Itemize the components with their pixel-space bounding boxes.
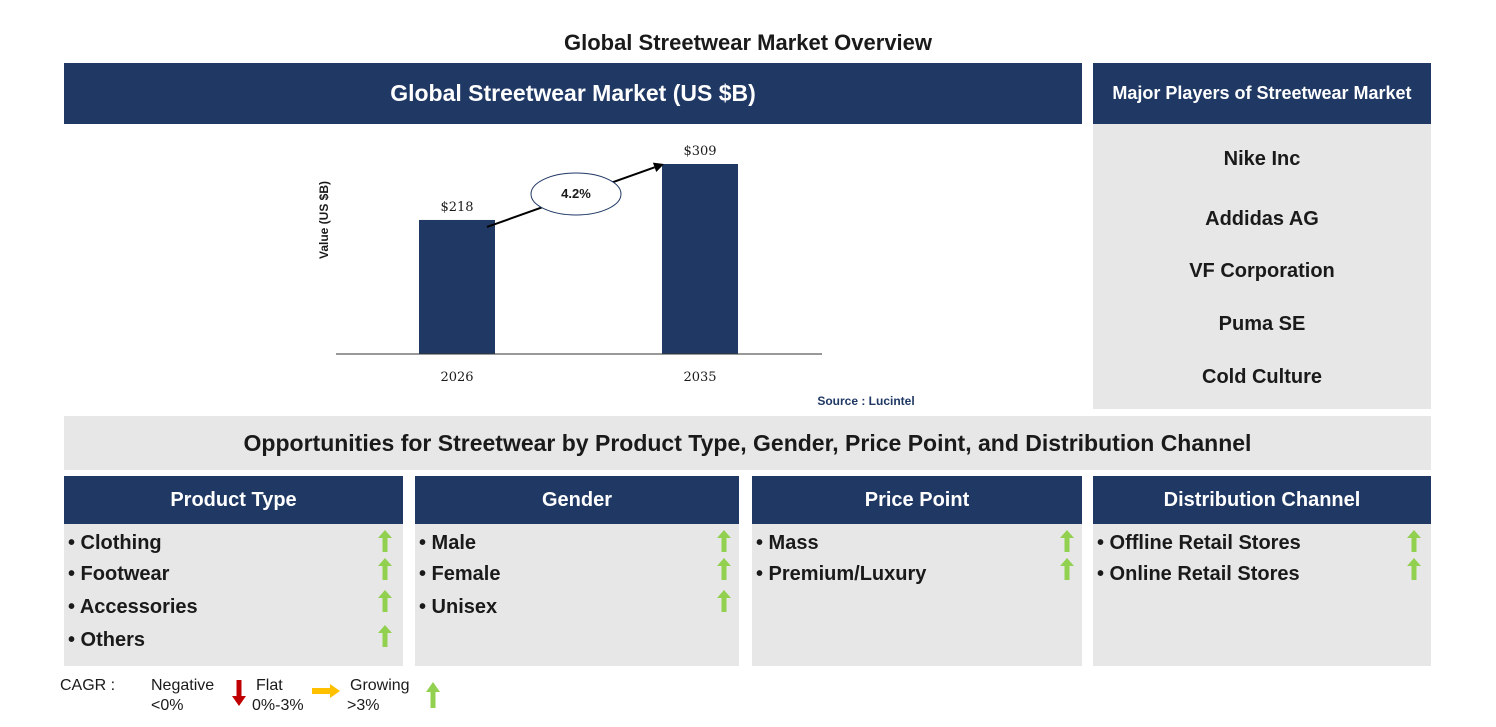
major-players-header: Major Players of Streetwear Market xyxy=(1093,63,1431,124)
bar-value-label: $218 xyxy=(440,200,473,215)
segment-item: • Accessories xyxy=(68,596,198,618)
cagr-bubble xyxy=(530,172,622,216)
growing-up-arrow-icon xyxy=(426,682,440,708)
legend-label: CAGR : xyxy=(60,677,116,694)
segment-item: • Others xyxy=(68,629,146,651)
market-bar-chart: Value (US $B) $218 2026 $309 2035 4.2% Sour… xyxy=(317,144,915,408)
growth-up-arrow-icon xyxy=(378,558,392,580)
segment-header-gender: Gender xyxy=(415,476,739,524)
cagr-legend: CAGR : Negative <0% Flat 0%-3% Growing >… xyxy=(60,676,480,721)
opportunities-banner: Opportunities for Streetwear by Product … xyxy=(64,416,1431,470)
cagr-arrow-head xyxy=(652,162,664,173)
player-cold-culture: Cold Culture xyxy=(1202,366,1322,388)
growth-up-arrow-icon xyxy=(1060,530,1074,552)
segment-item: • Male xyxy=(419,532,477,554)
segment-panel-distribution-channel: • Offline Retail Stores • Online Retail … xyxy=(1093,524,1431,666)
segment-header-price-point: Price Point xyxy=(752,476,1082,524)
segment-panel-price-point: • Mass • Premium/Luxury xyxy=(752,524,1082,666)
legend-flat-label: Flat xyxy=(256,677,283,694)
bar-2035 xyxy=(662,164,738,354)
growth-up-arrow-icon xyxy=(717,530,731,552)
player-vf-corporation: VF Corporation xyxy=(1189,260,1335,282)
legend-flat-range: 0%-3% xyxy=(252,697,304,714)
bar-value-label: $309 xyxy=(683,144,716,159)
growth-up-arrow-icon xyxy=(378,625,392,647)
x-tick-label: 2026 xyxy=(440,370,473,385)
growth-up-arrow-icon xyxy=(378,590,392,612)
flat-right-arrow-icon xyxy=(312,684,340,698)
player-addidas: Addidas AG xyxy=(1205,208,1319,230)
chart-source: Source : Lucintel xyxy=(817,394,914,408)
segment-item: • Female xyxy=(419,563,501,585)
segment-panel-gender: • Male • Female • Unisex xyxy=(415,524,739,666)
bar-2026 xyxy=(419,219,495,354)
segment-header-distribution-channel: Distribution Channel xyxy=(1093,476,1431,524)
legend-negative-label: Negative xyxy=(151,677,215,694)
segment-header-product-type: Product Type xyxy=(64,476,403,524)
legend-growing-label: Growing xyxy=(350,677,410,694)
segment-item: • Online Retail Stores xyxy=(1097,563,1300,585)
major-players-panel: Nike Inc Addidas AG VF Corporation Puma … xyxy=(1093,124,1431,409)
segment-item: • Mass xyxy=(756,532,819,554)
growth-up-arrow-icon xyxy=(1407,530,1421,552)
growth-up-arrow-icon xyxy=(1407,558,1421,580)
segment-item: • Clothing xyxy=(68,532,162,554)
page-title: Global Streetwear Market Overview xyxy=(563,30,933,55)
segment-item: • Premium/Luxury xyxy=(756,563,927,585)
y-axis-label: Value (US $B) xyxy=(317,181,331,259)
player-nike: Nike Inc xyxy=(1223,148,1301,170)
growth-up-arrow-icon xyxy=(378,530,392,552)
segment-panel-product-type: • Clothing • Footwear • Accessories • Ot… xyxy=(64,524,403,666)
player-puma: Puma SE xyxy=(1218,313,1306,335)
growth-up-arrow-icon xyxy=(717,558,731,580)
growth-up-arrow-icon xyxy=(717,590,731,612)
cagr-label: 4.2% xyxy=(561,186,591,201)
negative-down-arrow-icon xyxy=(232,680,246,706)
segment-item: • Unisex xyxy=(419,596,498,618)
x-tick-label: 2035 xyxy=(683,370,716,385)
legend-negative-range: <0% xyxy=(151,697,184,714)
legend-growing-range: >3% xyxy=(347,697,380,714)
segment-item: • Footwear xyxy=(68,563,170,585)
market-chart-header: Global Streetwear Market (US $B) xyxy=(64,63,1082,124)
segment-item: • Offline Retail Stores xyxy=(1097,532,1301,554)
growth-up-arrow-icon xyxy=(1060,558,1074,580)
